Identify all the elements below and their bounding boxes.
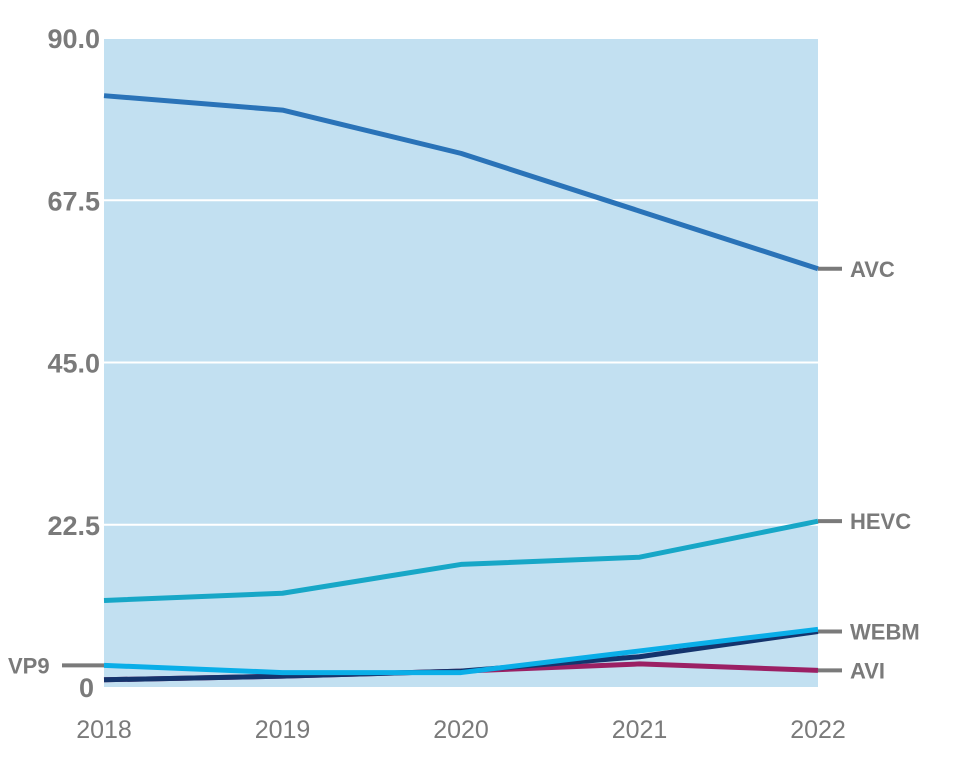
y-axis-ticks: 0 22.5 45.0 67.5 90.0 (47, 24, 100, 703)
x-tick-label: 2020 (433, 716, 489, 744)
grid-lines (104, 37, 818, 526)
series-label-avc: AVC (850, 257, 895, 282)
x-tick-label: 2019 (255, 716, 311, 744)
y-tick-label: 22.5 (47, 511, 100, 541)
series-labels: AVC HEVC WEBM AVI VP9 (8, 257, 920, 684)
y-tick-label: 67.5 (47, 186, 100, 216)
series-label-hevc: HEVC (850, 509, 911, 534)
series-line-avc (103, 93, 819, 272)
y-tick-label: 90.0 (47, 24, 100, 54)
y-tick-label: 0 (79, 673, 94, 703)
x-axis-ticks: 2018 2019 2020 2021 2022 (76, 716, 846, 744)
y-tick-label: 45.0 (47, 349, 100, 379)
series-line-vp9 (103, 626, 819, 676)
x-tick-label: 2018 (76, 716, 132, 744)
series-lines (103, 93, 819, 683)
series-label-webm: WEBM (850, 619, 920, 644)
series-label-vp9: VP9 (8, 653, 50, 678)
x-tick-label: 2022 (790, 716, 846, 744)
series-label-avi: AVI (850, 658, 885, 683)
series-line-hevc (103, 518, 819, 603)
x-tick-label: 2021 (612, 716, 668, 744)
